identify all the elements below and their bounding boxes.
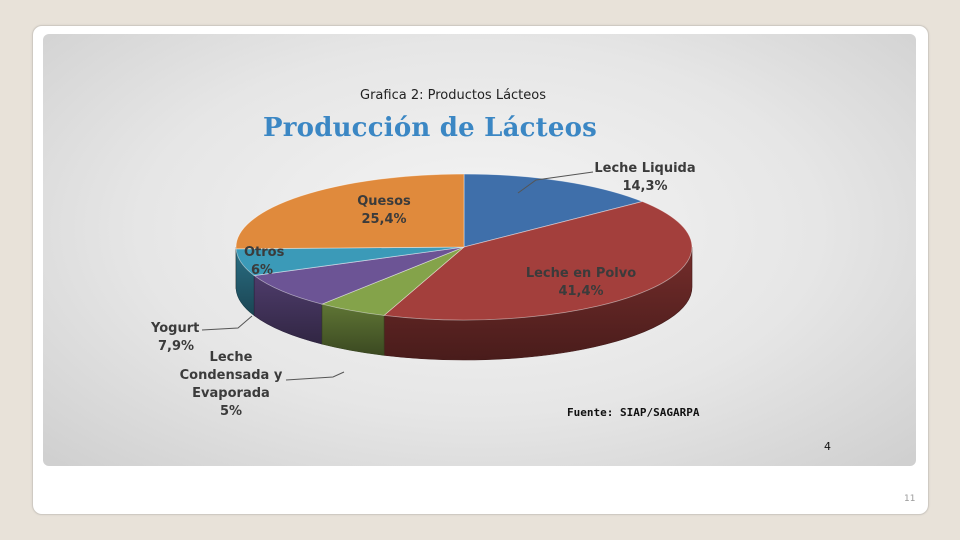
slice-label-otros: Otros — [244, 245, 285, 260]
slice-label-quesos: Quesos — [357, 194, 411, 209]
slide-number: 11 — [904, 494, 916, 504]
slice-value-otros: 6% — [251, 263, 273, 278]
slice-value-leche-en-polvo: 41,4% — [558, 284, 603, 299]
slice-label-leche-liquida: Leche Liquida — [594, 161, 695, 176]
pie-slice-quesos — [235, 173, 465, 250]
inner-page-number: 4 — [824, 440, 831, 453]
slice-label-leche-condensada-y-evaporada: Leche Condensada y Evaporada — [180, 350, 283, 401]
slice-value-leche-condensada-y-evaporada: 5% — [220, 404, 242, 419]
pie-slice-leche-en-polvo — [383, 201, 693, 321]
leader-line-yogurt — [201, 315, 253, 331]
slice-value-yogurt: 7,9% — [158, 339, 194, 354]
chart-title: Producción de Lácteos — [263, 113, 597, 143]
slice-value-leche-liquida: 14,3% — [622, 179, 667, 194]
leader-line-leche-condensada-y-evaporada — [285, 371, 345, 381]
slice-label-yogurt: Yogurt — [150, 321, 199, 336]
leader-line-leche-liquida — [517, 171, 594, 194]
slice-label-leche-en-polvo: Leche en Polvo — [526, 266, 636, 281]
source-note: Fuente: SIAP/SAGARPA — [567, 406, 700, 419]
pie-slice-leche-liquida — [463, 173, 644, 248]
pie-slice-yogurt — [253, 246, 465, 305]
slice-value-quesos: 25,4% — [361, 212, 406, 227]
chart-caption: Grafica 2: Productos Lácteos — [360, 88, 546, 103]
